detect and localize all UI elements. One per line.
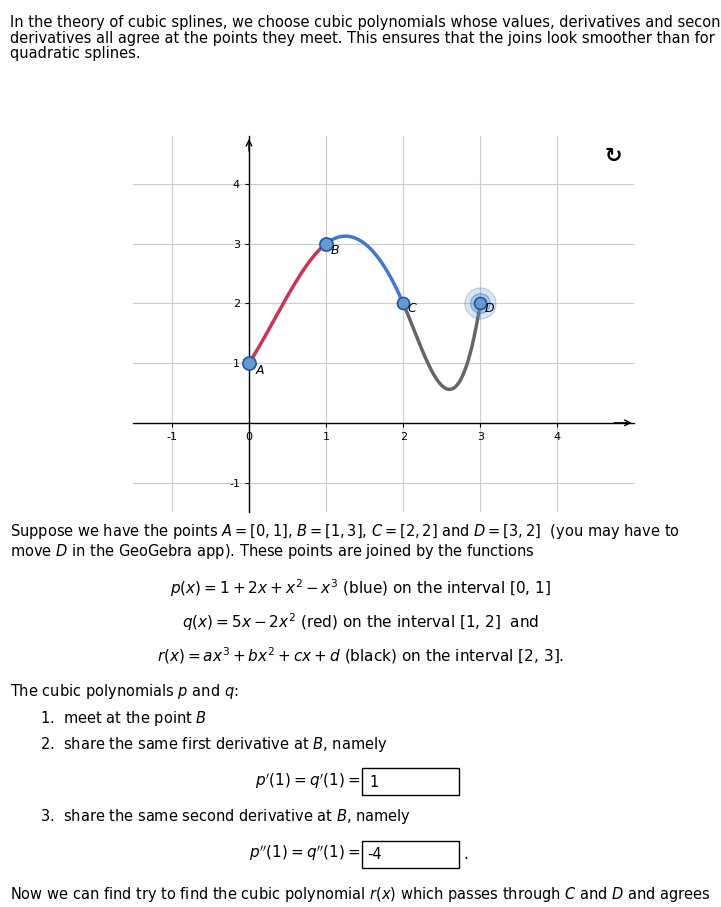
Point [474,296,486,310]
Text: A: A [255,364,264,376]
Text: $p'(1) = q'(1) =$: $p'(1) = q'(1) =$ [255,771,360,791]
Text: C: C [408,302,417,316]
Text: 1: 1 [369,775,379,790]
Text: .: . [464,847,469,863]
Text: B: B [331,244,340,258]
Point [474,296,486,310]
Text: -4: -4 [368,847,382,863]
Point [320,237,332,251]
Text: $p(x) = 1 + 2x + x^2 - x^3$ (blue) on the interval [0, 1]: $p(x) = 1 + 2x + x^2 - x^3$ (blue) on th… [170,577,551,599]
Text: derivatives all agree at the points they meet. This ensures that the joins look : derivatives all agree at the points they… [10,31,715,46]
Text: D: D [485,302,495,316]
Point [474,296,486,310]
Text: with $q(x)$ at $C$ up to its second derivative. Can you find: with $q(x)$ at $C$ up to its second deri… [10,905,411,907]
Text: Now we can find try to find the cubic polynomial $r(x)$ which passes through $C$: Now we can find try to find the cubic po… [10,885,711,904]
Point [397,296,409,310]
Text: 1.  meet at the point $B$: 1. meet at the point $B$ [40,709,207,728]
Text: $r(x) = ax^3 + bx^2 + cx + d$ (black) on the interval [2, 3].: $r(x) = ax^3 + bx^2 + cx + d$ (black) on… [157,646,564,667]
Text: 3.  share the same second derivative at $B$, namely: 3. share the same second derivative at $… [40,807,411,826]
Text: ↻: ↻ [604,145,622,165]
Text: Suppose we have the points $A = [0, 1]$, $B = [1, 3]$, $C = [2, 2]$ and $D = [3,: Suppose we have the points $A = [0, 1]$,… [10,522,680,541]
Text: $p''(1) = q''(1) =$: $p''(1) = q''(1) =$ [249,844,360,863]
Text: $q(x) = 5x - 2x^2$ (red) on the interval [1, 2]  and: $q(x) = 5x - 2x^2$ (red) on the interval… [182,611,539,633]
Text: quadratic splines.: quadratic splines. [10,46,141,62]
Text: 2.  share the same first derivative at $B$, namely: 2. share the same first derivative at $B… [40,735,387,754]
Text: In the theory of cubic splines, we choose cubic polynomials whose values, deriva: In the theory of cubic splines, we choos… [10,15,721,31]
Text: move $D$ in the GeoGebra app). These points are joined by the functions: move $D$ in the GeoGebra app). These poi… [10,542,535,561]
Point [243,356,255,370]
Text: The cubic polynomials $p$ and $q$:: The cubic polynomials $p$ and $q$: [10,682,239,701]
